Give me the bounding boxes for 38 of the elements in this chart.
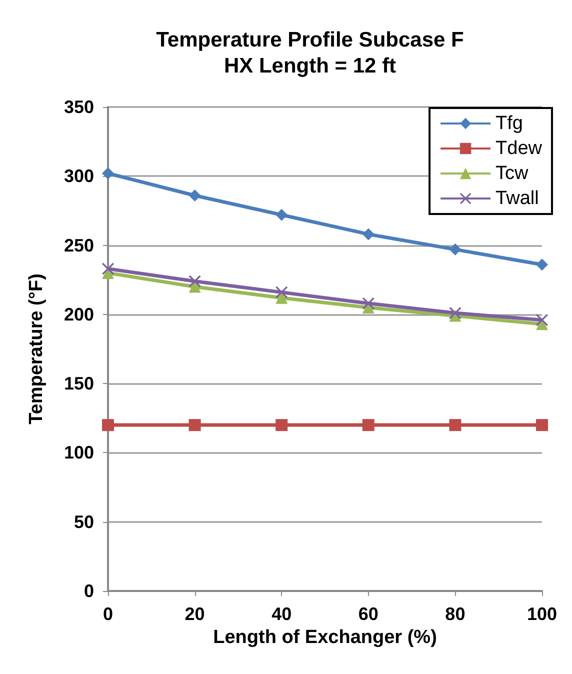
point (536, 419, 548, 432)
chart-title: Temperature Profile Subcase F HX Length = 12 ft (156, 28, 464, 78)
y-tick-label: 150 (64, 374, 94, 394)
point (449, 307, 462, 320)
point (362, 419, 374, 432)
y-tick-label: 300 (64, 166, 94, 186)
x-tick-label: 20 (184, 604, 205, 624)
legend-label: Tfg (496, 113, 523, 134)
point (536, 258, 548, 271)
y-tick-label: 350 (64, 97, 94, 117)
x-tick-label: 0 (102, 604, 114, 624)
point (276, 208, 288, 221)
legend-label: Tcw (496, 163, 529, 184)
point (362, 228, 374, 240)
point (188, 419, 201, 432)
point (276, 419, 288, 432)
x-axis-title: Length of Exchanger (%) (213, 626, 437, 648)
point (188, 190, 201, 202)
point (536, 314, 548, 326)
y-tick-label: 250 (64, 235, 94, 256)
point (449, 419, 462, 432)
x-tick-label: 80 (445, 604, 466, 624)
y-tick-label: 0 (84, 581, 94, 601)
y-tick-label: 100 (64, 442, 94, 463)
x-tick-label: 60 (358, 604, 378, 624)
point (102, 167, 114, 180)
y-tick-label: 200 (64, 304, 94, 324)
legend-label: Twall (496, 188, 539, 209)
x-tick-label: 100 (526, 604, 558, 624)
point (188, 275, 201, 288)
legend-label: Tdew (496, 138, 542, 159)
y-axis-title: Temperature (°F) (26, 274, 47, 424)
x-tick-label: 40 (272, 604, 292, 624)
point (362, 297, 374, 310)
point (102, 419, 114, 432)
y-tick-label: 50 (74, 512, 94, 532)
point (449, 243, 462, 256)
point (276, 286, 288, 298)
